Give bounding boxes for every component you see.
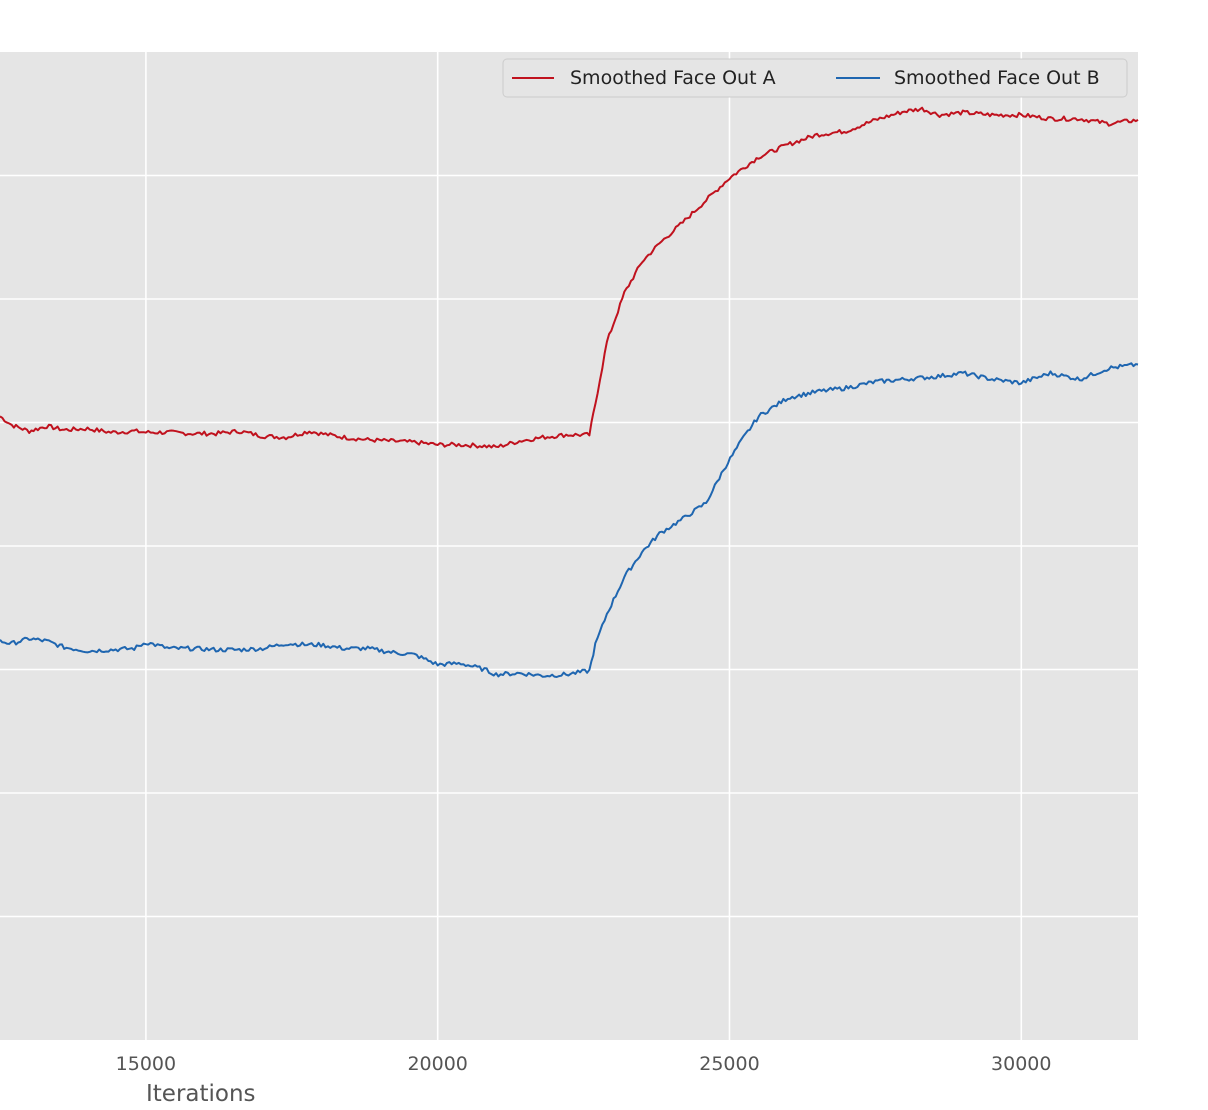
- x-tick-label: 25000: [699, 1053, 759, 1075]
- grid-lines: [0, 52, 1138, 1040]
- x-tick-label: 15000: [116, 1053, 176, 1075]
- series-line-a: [0, 106, 1139, 449]
- legend-label-b: Smoothed Face Out B: [894, 67, 1100, 89]
- x-axis-title: Iterations: [146, 1081, 256, 1107]
- series-line-b: [0, 362, 1139, 678]
- legend: Smoothed Face Out A Smoothed Face Out B: [502, 58, 1128, 98]
- x-tick-label: 30000: [991, 1053, 1051, 1075]
- series-lines: [0, 106, 1139, 678]
- x-tick-label: 20000: [407, 1053, 467, 1075]
- legend-label-a: Smoothed Face Out A: [570, 67, 776, 89]
- x-tick-labels: 15000 20000 25000 30000: [116, 1053, 1052, 1075]
- legend-box: [502, 58, 1128, 98]
